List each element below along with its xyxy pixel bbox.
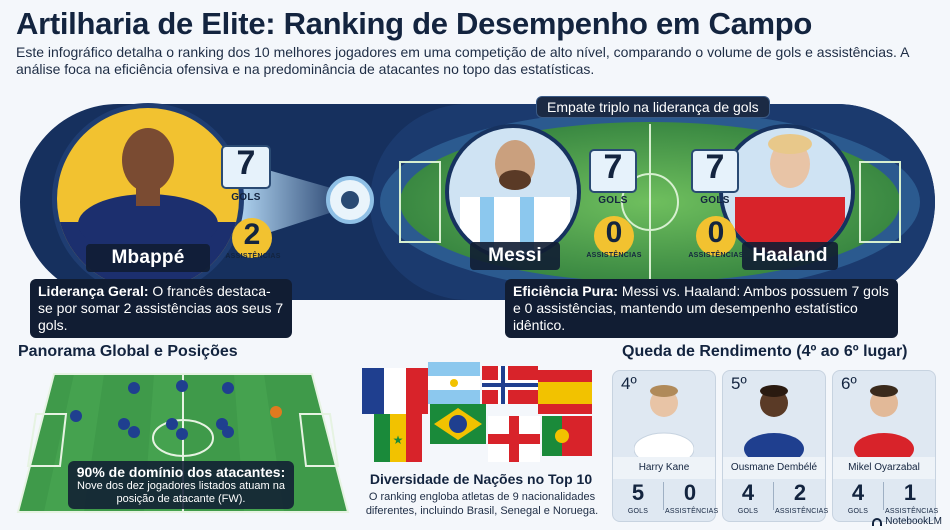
svg-text:★: ★ [393,433,404,447]
tie-badge: Empate triplo na liderança de gols [536,96,770,118]
player-card-4-nameplate [613,457,715,479]
flag-senegal-icon: ★ [374,414,422,462]
player-card-5-name: Ousmane Dembélé [730,462,818,473]
attackers-dominance-box: 90% de domínio dos atacantes: Nove dos d… [68,461,294,509]
nations-text: O ranking engloba atletas de 9 nacionali… [365,491,599,517]
callout-lideranca: Liderança Geral: O francês destaca-se po… [30,279,292,338]
player-card-4-goals-label: GOLS [627,508,649,515]
player-card-5-nameplate [723,457,825,479]
goals-messi: 7 [603,148,623,186]
intro-text: Este infográfico detalha o ranking dos 1… [16,44,909,77]
footer-brand-label: NotebookLM [885,516,942,527]
callout-eficiencia: Eficiência Pura: Messi vs. Haaland: Ambo… [505,279,898,338]
player-name-haaland: Haaland [752,245,828,266]
nations-title: Diversidade de Nações no Top 10 [369,471,593,487]
player-card-4-assists: 0 [683,480,697,505]
attackers-dominance-text: Nove dos dez jogadores listados atuam na… [77,480,285,505]
assists-label-mbappe: ASSISTÊNCIAS [225,253,281,260]
page-title: Artilharia de Elite: Ranking de Desempen… [16,6,813,41]
player-card-5-goals: 4 [741,480,755,505]
player-card-6-goals: 4 [851,480,865,505]
flag-spain-icon [538,370,592,414]
player-name-mbappe: Mbappé [111,247,185,268]
assists-haaland: 0 [707,216,725,249]
callout-eficiencia-heading: Eficiência Pura: [513,283,619,299]
top-band-graphic [20,103,935,300]
flag-france-icon [362,368,428,414]
player-card-4-goals: 5 [631,480,645,505]
player-card-4-assists-label: ASSISTÊNCIAS [665,508,719,515]
player-card-6-divider [883,482,884,510]
player-card-5-assists-label: ASSISTÊNCIAS [775,508,829,515]
player-name-messi: Messi [488,245,542,266]
top-leaders-band: Empate triplo na liderança de gols Mbapp… [0,96,950,302]
player-card-6-assists-label: ASSISTÊNCIAS [885,508,939,515]
player-card-6-assists: 1 [903,480,917,505]
callout-lideranca-heading: Liderança Geral: [38,283,149,299]
player-card-5-divider [773,482,774,510]
callout-eficiencia-text: Messi vs. Haaland: Ambos possuem 7 gols … [513,283,889,333]
player-card-4: 4º Harry Kane 5 0 GOLS ASSISTÊNCIAS [612,370,719,522]
nation-flags: ★ [362,362,592,462]
decline-title: Queda de Rendimento (4º ao 6º lugar) [622,343,908,360]
goals-haaland: 7 [705,148,725,186]
player-card-5-goals-label: GOLS [737,508,759,515]
player-card-6-rank: 6º [841,374,857,393]
assists-messi: 0 [605,216,623,249]
flag-brazil-icon [430,404,486,444]
panorama-title: Panorama Global e Posições [18,343,238,360]
player-card-5-rank: 5º [731,374,747,393]
player-card-5-portrait [744,385,804,459]
callout-lideranca-text: O francês destaca-se por somar 2 assistê… [38,283,284,333]
assists-mbappe: 2 [243,218,261,251]
goals-mbappe: 7 [236,144,256,182]
flag-argentina-icon [428,362,480,404]
player-card-5-assists: 2 [793,480,807,505]
goals-label-haaland: GOLS [700,195,730,206]
player-card-6-portrait [854,385,914,459]
flag-england-icon [488,416,540,462]
assists-label-messi: ASSISTÊNCIAS [586,252,642,259]
player-card-6: 6º Mikel Oyarzabal 4 1 GOLS ASSISTÊNCIAS [832,370,939,522]
notebooklm-logo-icon [872,517,883,526]
player-card-6-name: Mikel Oyarzabal [848,462,920,473]
goals-label-mbappe: GOLS [231,192,261,203]
goals-label-messi: GOLS [598,195,628,206]
player-card-6-nameplate [833,457,935,479]
attackers-dominance-heading: 90% de domínio dos atacantes: [76,464,286,480]
player-card-6-goals-label: GOLS [847,508,869,515]
assists-label-haaland: ASSISTÊNCIAS [688,252,744,259]
footer-brand: NotebookLM [872,516,942,527]
player-card-4-name: Harry Kane [638,462,690,473]
flag-norway-icon [482,366,538,404]
player-card-4-portrait [634,385,694,459]
flag-portugal-icon [542,416,592,456]
player-card-5: 5º Ousmane Dembélé 4 2 GOLS ASSISTÊNCIAS [722,370,829,522]
player-card-4-divider [663,482,664,510]
player-card-4-rank: 4º [621,374,637,393]
